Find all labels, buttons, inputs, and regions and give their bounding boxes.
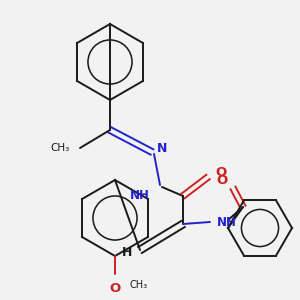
Text: O: O bbox=[215, 166, 226, 178]
Text: NH: NH bbox=[217, 215, 237, 229]
Text: H: H bbox=[122, 245, 132, 259]
Text: O: O bbox=[217, 173, 228, 187]
Text: NH: NH bbox=[130, 189, 150, 202]
Text: CH₃: CH₃ bbox=[129, 280, 147, 290]
Text: N: N bbox=[157, 142, 167, 154]
Text: CH₃: CH₃ bbox=[51, 143, 70, 153]
Text: O: O bbox=[110, 282, 121, 295]
